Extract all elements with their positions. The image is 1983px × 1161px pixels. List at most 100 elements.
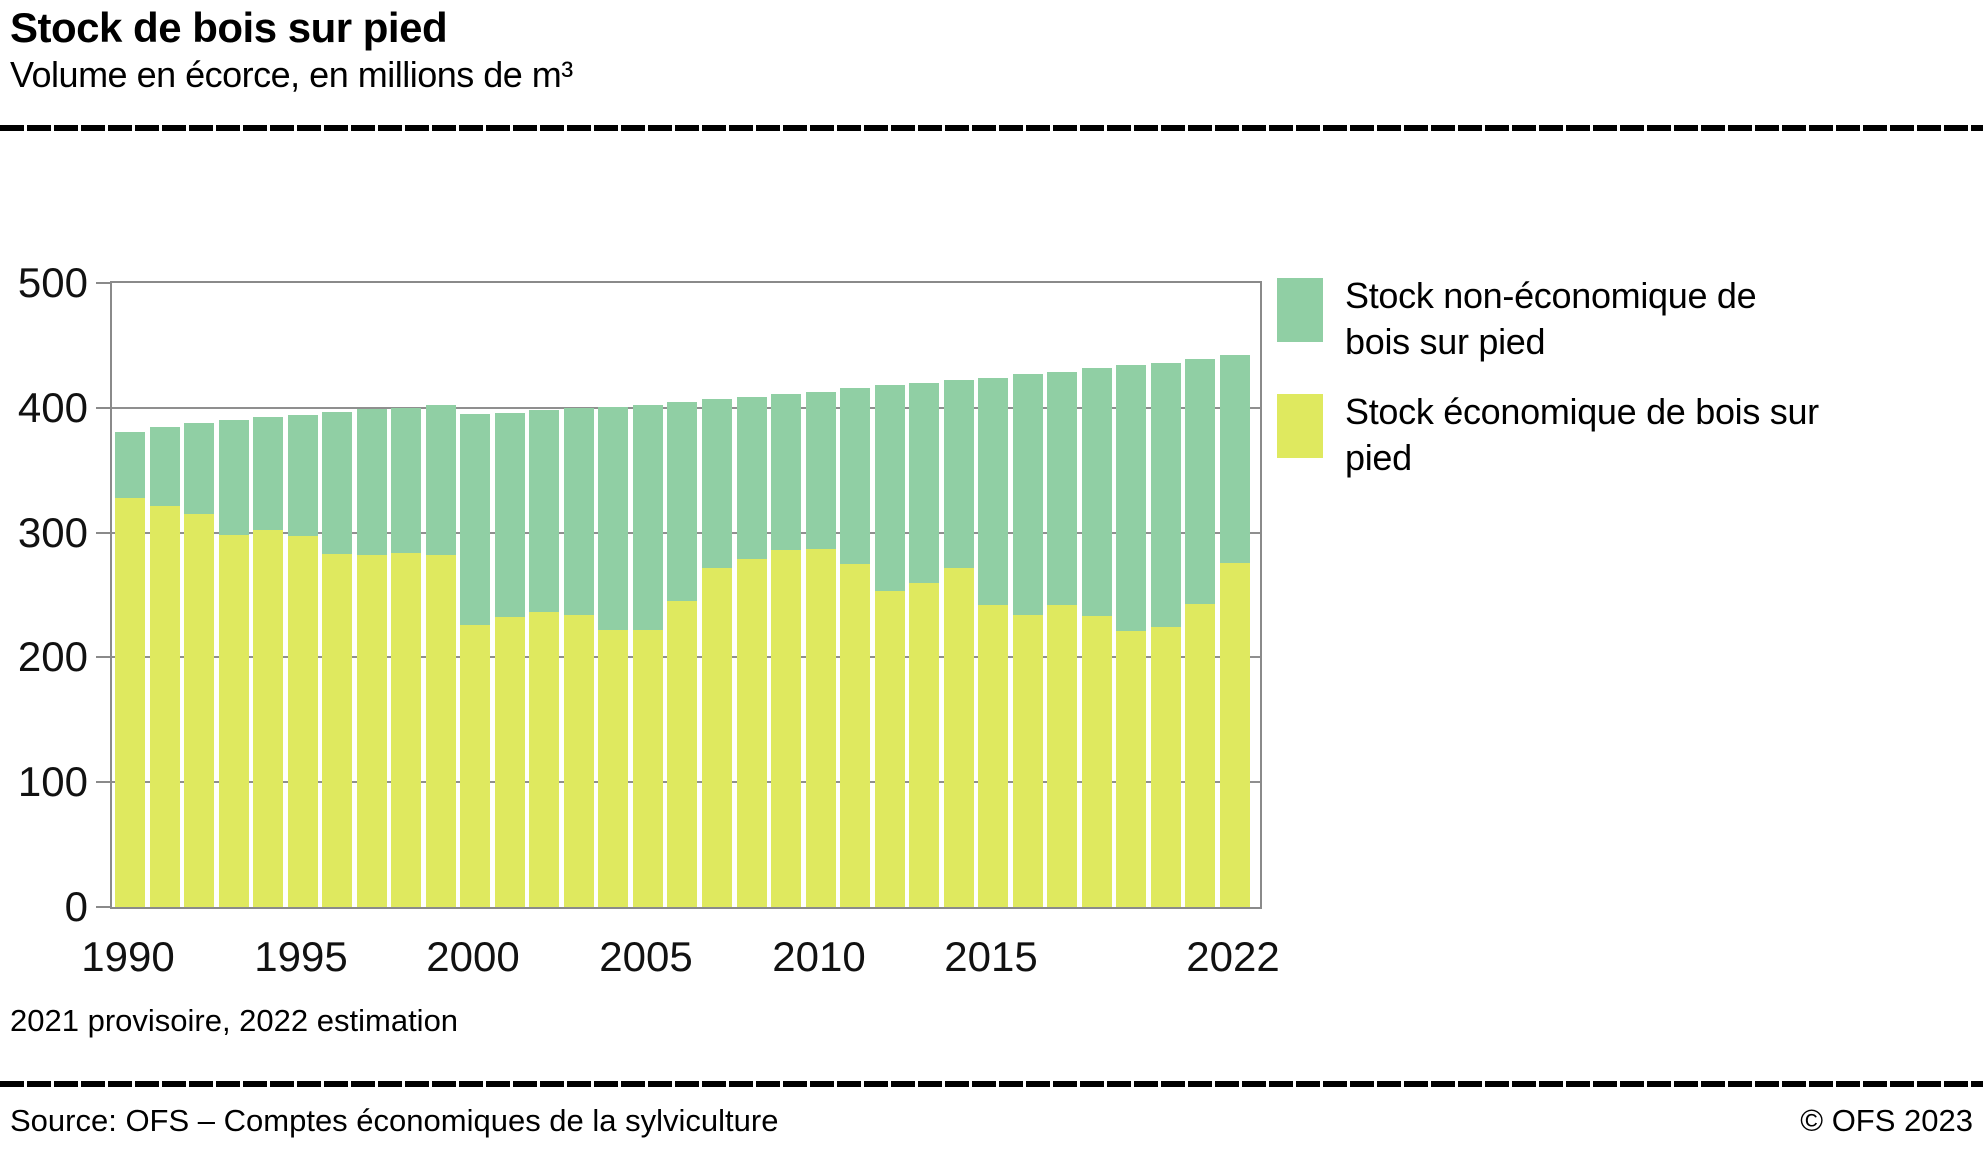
- chart-note: 2021 provisoire, 2022 estimation: [10, 1003, 459, 1038]
- bar-economique-1991: [150, 506, 180, 907]
- bar-economique-1996: [322, 553, 352, 907]
- x-axis-tick-label: 2010: [772, 933, 866, 980]
- bar-economique-1993: [219, 535, 249, 907]
- bar-non-economique-2005: [633, 405, 663, 630]
- y-axis-tick-mark: [96, 906, 110, 908]
- bar-economique-1999: [426, 555, 456, 907]
- bar-non-economique-2004: [598, 406, 628, 630]
- bar-non-economique-2016: [1013, 374, 1043, 615]
- bar-economique-2018: [1082, 616, 1112, 907]
- legend-swatch-green: [1277, 278, 1323, 342]
- bar-non-economique-2015: [978, 377, 1008, 605]
- bar-economique-1995: [288, 536, 318, 907]
- bar-economique-2003: [564, 614, 594, 907]
- bar-non-economique-1998: [391, 407, 421, 553]
- bar-economique-1998: [391, 552, 421, 907]
- chart-plot-area: [110, 281, 1262, 909]
- bar-non-economique-2003: [564, 407, 594, 615]
- bar-non-economique-2011: [840, 387, 870, 564]
- bar-economique-1997: [357, 555, 387, 907]
- bar-non-economique-2002: [529, 410, 559, 613]
- bar-non-economique-2019: [1116, 365, 1146, 632]
- y-axis-tick-label: 300: [17, 508, 88, 556]
- bar-economique-2004: [598, 629, 628, 907]
- bar-non-economique-2007: [702, 399, 732, 568]
- bar-economique-2000: [460, 624, 490, 907]
- x-axis-tick-label: 1995: [254, 933, 348, 980]
- y-axis-tick-mark: [96, 531, 110, 534]
- x-axis-tick-label: 2005: [599, 933, 693, 980]
- bar-non-economique-1997: [357, 409, 387, 556]
- bar-non-economique-2017: [1047, 371, 1077, 605]
- bar-non-economique-2006: [667, 401, 697, 602]
- y-axis-tick-label: 100: [17, 758, 88, 806]
- bar-economique-2009: [771, 550, 801, 907]
- bar-economique-2001: [495, 617, 525, 907]
- bar-non-economique-2000: [460, 414, 490, 625]
- bar-non-economique-1994: [253, 416, 283, 531]
- copyright-text: © OFS 2023: [1800, 1103, 1973, 1138]
- bar-non-economique-2001: [495, 412, 525, 618]
- page-title: Stock de bois sur pied: [10, 4, 448, 51]
- chart-legend: Stock non-économique de bois sur pied St…: [1277, 273, 1877, 505]
- y-axis-tick-label: 0: [64, 883, 88, 930]
- bar-economique-1990: [115, 497, 145, 907]
- x-axis-tick-label: 2015: [944, 933, 1038, 980]
- bar-non-economique-1993: [219, 420, 249, 536]
- y-axis-tick-mark: [96, 406, 110, 409]
- bar-non-economique-1999: [426, 405, 456, 556]
- bar-economique-2017: [1047, 604, 1077, 907]
- bar-economique-2012: [875, 591, 905, 907]
- legend-item-non-economique: Stock non-économique de bois sur pied: [1277, 273, 1877, 365]
- bar-economique-1994: [253, 530, 283, 907]
- y-axis-tick-label: 500: [17, 259, 88, 306]
- legend-item-economique: Stock économique de bois sur pied: [1277, 389, 1877, 481]
- bar-economique-2016: [1013, 614, 1043, 907]
- bar-non-economique-1996: [322, 411, 352, 554]
- bar-non-economique-2020: [1151, 362, 1181, 628]
- bottom-divider: [0, 1081, 1983, 1087]
- x-axis-tick-label: 1990: [81, 933, 175, 980]
- y-axis-tick-mark: [96, 781, 110, 784]
- y-axis-tick-mark: [96, 282, 110, 284]
- bar-non-economique-2018: [1082, 367, 1112, 617]
- legend-label: Stock non-économique de bois sur pied: [1345, 275, 1757, 362]
- y-axis-tick-label: 200: [17, 633, 88, 681]
- bar-economique-1992: [184, 513, 214, 907]
- bar-non-economique-2009: [771, 394, 801, 551]
- source-text: Source: OFS – Comptes économiques de la …: [10, 1103, 779, 1138]
- bar-economique-2020: [1151, 627, 1181, 907]
- y-axis-tick-label: 400: [17, 383, 88, 431]
- bar-economique-2008: [737, 558, 767, 907]
- legend-label: Stock économique de bois sur pied: [1345, 391, 1819, 478]
- bar-non-economique-2014: [944, 380, 974, 568]
- top-divider: [0, 125, 1983, 131]
- bar-economique-2006: [667, 601, 697, 907]
- x-axis-tick-label: 2000: [426, 933, 520, 980]
- bar-non-economique-2013: [909, 382, 939, 583]
- bar-economique-2005: [633, 629, 663, 907]
- x-axis-tick-label: 2022: [1186, 933, 1280, 980]
- bar-non-economique-1991: [150, 426, 180, 507]
- bar-non-economique-2010: [806, 391, 836, 549]
- bar-non-economique-1995: [288, 415, 318, 537]
- bar-non-economique-2022: [1220, 355, 1250, 563]
- bar-non-economique-2012: [875, 385, 905, 592]
- bar-economique-2015: [978, 604, 1008, 907]
- bar-non-economique-2008: [737, 396, 767, 559]
- legend-swatch-yellow: [1277, 394, 1323, 458]
- bar-economique-2010: [806, 548, 836, 907]
- bar-economique-2019: [1116, 631, 1146, 907]
- bar-non-economique-1992: [184, 422, 214, 514]
- page-subtitle: Volume en écorce, en millions de m³: [10, 54, 573, 95]
- bar-non-economique-1990: [115, 431, 145, 498]
- bar-economique-2014: [944, 567, 974, 907]
- bar-economique-2002: [529, 612, 559, 907]
- y-axis-tick-mark: [96, 656, 110, 659]
- bar-economique-2021: [1185, 603, 1215, 907]
- bar-economique-2013: [909, 582, 939, 907]
- bar-economique-2007: [702, 567, 732, 907]
- bar-non-economique-2021: [1185, 359, 1215, 604]
- bar-economique-2022: [1220, 562, 1250, 907]
- bar-economique-2011: [840, 563, 870, 907]
